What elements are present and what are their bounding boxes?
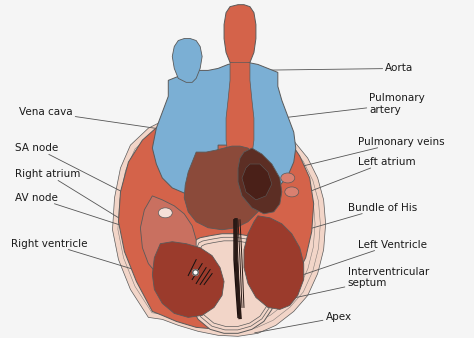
Polygon shape — [184, 146, 266, 230]
Polygon shape — [152, 242, 224, 317]
Polygon shape — [186, 234, 276, 333]
Polygon shape — [140, 196, 196, 282]
Text: Interventricular
septum: Interventricular septum — [281, 267, 429, 301]
Polygon shape — [118, 110, 314, 329]
Text: SA node: SA node — [15, 143, 163, 213]
Ellipse shape — [285, 187, 299, 197]
Polygon shape — [244, 216, 304, 309]
Polygon shape — [112, 108, 326, 336]
Text: Left atrium: Left atrium — [291, 157, 415, 199]
Text: Right ventricle: Right ventricle — [11, 239, 158, 277]
Polygon shape — [226, 63, 254, 160]
Text: AV node: AV node — [15, 193, 193, 249]
Text: Bundle of His: Bundle of His — [274, 203, 417, 239]
Ellipse shape — [158, 208, 172, 218]
Text: Pulmonary
artery: Pulmonary artery — [283, 94, 425, 118]
Ellipse shape — [281, 173, 295, 183]
Text: Vena cava: Vena cava — [19, 107, 165, 130]
Text: Apex: Apex — [255, 312, 352, 333]
Polygon shape — [152, 63, 296, 198]
Text: Aorta: Aorta — [248, 64, 414, 73]
Text: Right atrium: Right atrium — [15, 169, 168, 248]
Polygon shape — [238, 148, 282, 214]
Polygon shape — [172, 39, 202, 82]
Text: Pulmonary veins: Pulmonary veins — [298, 137, 444, 167]
Polygon shape — [242, 164, 272, 200]
Polygon shape — [224, 5, 256, 65]
Text: Left Ventricle: Left Ventricle — [297, 240, 427, 277]
